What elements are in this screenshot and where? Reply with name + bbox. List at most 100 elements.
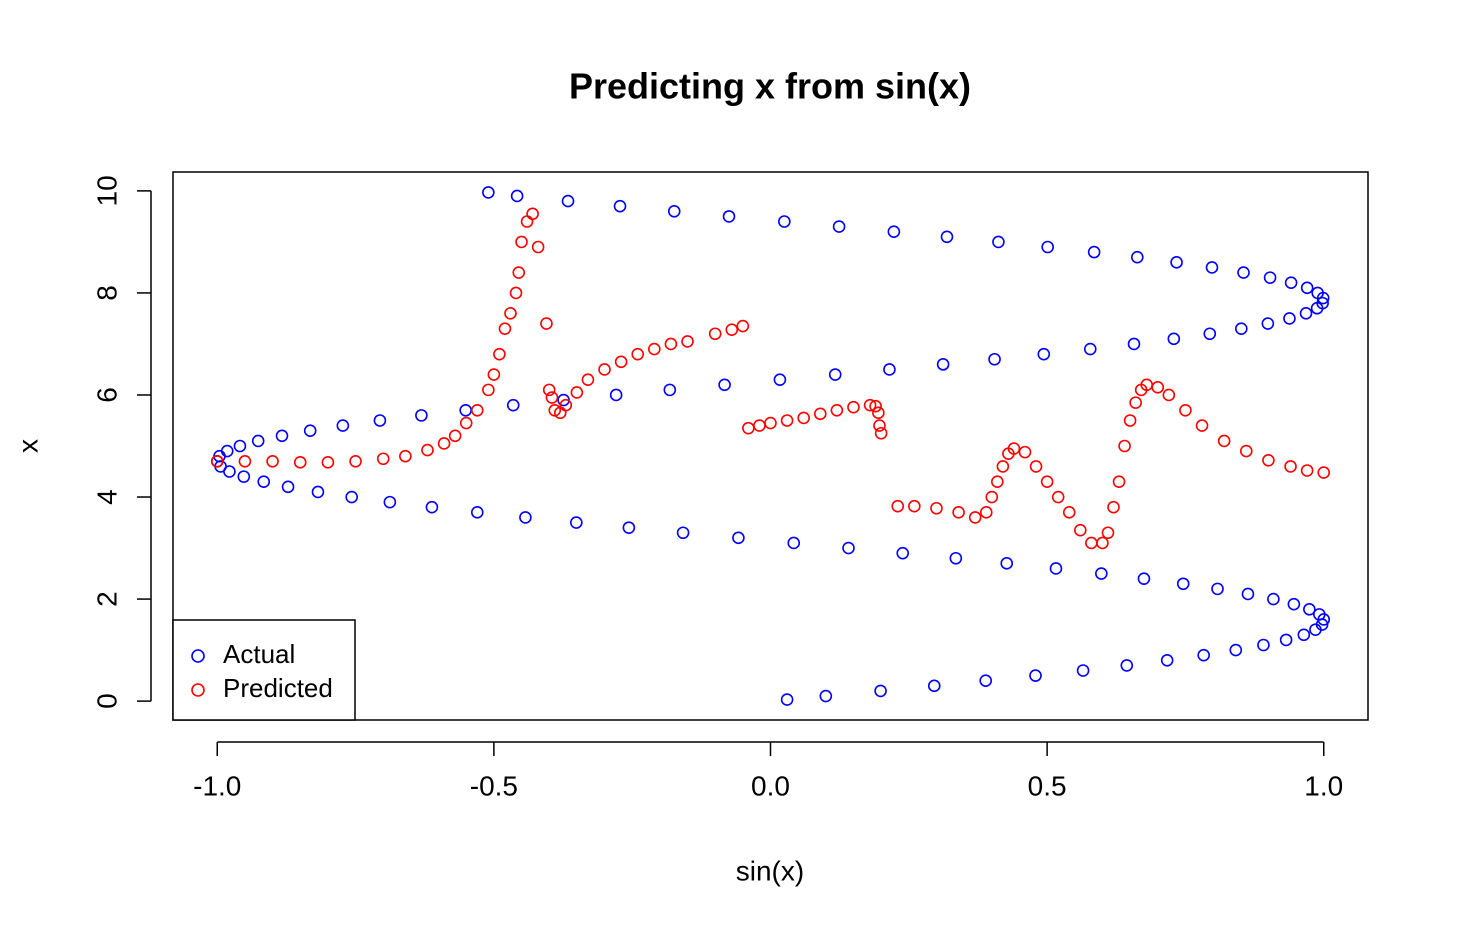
point [681,335,694,348]
point [1197,648,1210,662]
point [1211,582,1224,596]
y-axis-label: x [12,439,43,453]
point [293,456,307,469]
point [1263,271,1277,284]
point [896,546,910,560]
point [1195,419,1209,432]
point [509,286,523,300]
point [1279,633,1293,647]
x-tick-label: 0.5 [1028,770,1067,801]
point [1257,638,1270,652]
point [376,452,390,466]
point [526,207,539,221]
point [732,531,745,545]
point [1118,439,1131,453]
point [1311,286,1324,300]
x-tick-label: 1.0 [1304,770,1343,801]
point [1137,572,1151,585]
point [1085,536,1098,550]
point [1287,597,1301,611]
point [1029,460,1043,473]
point [1130,250,1144,264]
point [399,449,412,463]
point [1087,245,1101,259]
point [1127,337,1141,351]
point [1235,322,1248,335]
point [1176,577,1190,591]
point [1083,342,1097,356]
point [725,323,739,336]
point [570,516,583,529]
point [648,342,661,356]
chart-title: Predicting x from sin(x) [569,66,971,107]
point [1029,669,1042,682]
point [321,456,335,469]
point [1262,453,1275,467]
point [664,337,678,351]
point [609,388,623,402]
point [736,319,750,333]
point [238,455,252,468]
point [1076,664,1090,677]
point [345,490,358,504]
point [1062,506,1076,519]
point [459,416,473,430]
point [512,266,526,279]
point [667,204,681,218]
point [233,439,247,453]
point [1203,327,1217,341]
point [498,322,512,335]
point [949,551,963,565]
point [1095,567,1108,580]
point [383,495,397,509]
point [891,499,905,513]
point [1229,643,1243,657]
point [1049,562,1063,575]
point [883,363,896,376]
point [311,485,325,499]
point [482,383,495,397]
point [828,368,842,381]
point [631,347,645,361]
point [832,220,846,233]
point [1167,332,1181,346]
point [1101,526,1115,540]
point [520,215,534,228]
point [425,500,439,514]
x-tick-label: -0.5 [470,770,518,801]
point [797,411,810,425]
point [559,398,573,412]
point [598,363,611,376]
point [676,526,690,540]
point [996,460,1010,473]
point [303,424,317,437]
point [470,403,484,417]
point [869,399,882,413]
point [581,373,595,386]
point [470,506,484,519]
point [753,419,766,432]
point [482,186,495,199]
point [1162,388,1176,402]
point [1037,347,1051,361]
point [842,541,855,555]
point [979,506,993,519]
point [874,426,888,440]
y-tick-label: 8 [91,285,122,301]
point [437,437,451,450]
point [1217,434,1231,448]
point [1205,261,1219,274]
point [780,693,794,706]
point [1284,276,1298,290]
point [952,506,965,519]
point [1300,281,1314,295]
point [979,674,993,688]
point [459,403,472,417]
point [1317,466,1331,479]
point [908,499,921,513]
point [1007,442,1021,455]
point [1160,654,1174,667]
point [1299,307,1313,320]
plot-frame [172,171,1369,721]
